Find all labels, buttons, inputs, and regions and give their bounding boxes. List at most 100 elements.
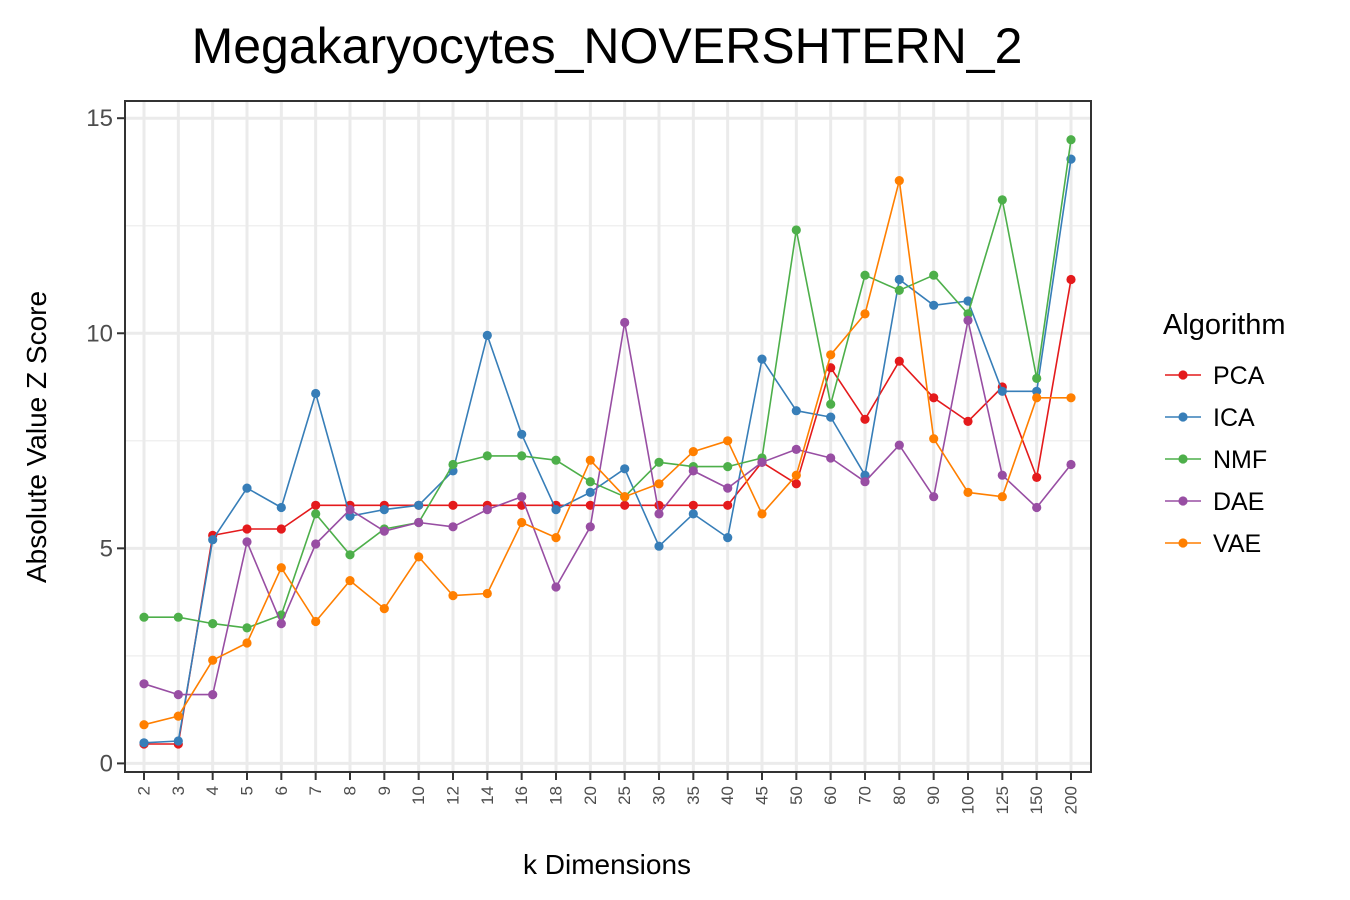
data-point-ica [929, 300, 939, 310]
data-point-dae [654, 509, 664, 519]
data-point-ica [551, 505, 561, 515]
data-point-ica [757, 354, 767, 364]
data-point-vae [517, 517, 527, 528]
data-point-ica [379, 505, 389, 515]
data-point-vae [1032, 393, 1042, 403]
data-point-dae [585, 522, 595, 532]
x-tick-label: 5 [238, 786, 257, 795]
data-point-dae [1066, 459, 1076, 470]
x-tick-label: 6 [272, 786, 291, 795]
data-point-ica [654, 541, 664, 551]
data-point-vae [345, 576, 355, 586]
data-point-vae [860, 309, 870, 319]
data-point-nmf [139, 612, 149, 622]
x-tick-label: 14 [478, 786, 497, 805]
data-point-vae [482, 588, 492, 599]
data-point-vae [826, 350, 836, 360]
x-tick-label: 25 [615, 786, 634, 805]
data-point-dae [208, 690, 218, 700]
legend-key-point [1178, 454, 1188, 464]
legend-title: Algorithm [1163, 309, 1286, 341]
data-point-vae [448, 591, 458, 601]
data-point-dae [894, 440, 904, 450]
data-point-dae [482, 505, 492, 515]
data-point-pca [963, 416, 973, 426]
data-point-vae [276, 563, 286, 573]
data-point-pca [1066, 274, 1076, 285]
legend-item-pca: PCA [1165, 362, 1265, 390]
data-point-dae [791, 444, 801, 454]
x-tick-label: 9 [375, 786, 394, 795]
data-point-dae [173, 690, 183, 700]
data-point-ica [345, 511, 355, 521]
data-point-dae [929, 492, 939, 502]
x-tick-label: 12 [444, 786, 463, 805]
x-tick-label: 2 [135, 786, 154, 795]
legend-item-nmf: NMF [1165, 446, 1267, 474]
data-point-ica [1032, 386, 1042, 396]
data-point-pca [276, 524, 286, 534]
data-point-nmf [551, 455, 561, 465]
data-point-nmf [345, 550, 355, 560]
series-layer [139, 135, 1076, 749]
data-point-vae [173, 711, 183, 721]
legend-items: PCA ICA NMF DAE VAE [1165, 362, 1267, 558]
legend-key-point [1178, 496, 1188, 506]
data-point-nmf [208, 619, 218, 629]
data-point-ica [585, 487, 595, 497]
data-point-vae [963, 487, 973, 497]
data-point-dae [688, 466, 698, 476]
data-point-pca [620, 500, 630, 510]
series-line-vae [143, 179, 1071, 726]
x-tick-label: 100 [959, 786, 978, 814]
data-point-dae [723, 483, 733, 493]
x-tick-label: 8 [341, 786, 360, 795]
data-point-vae [139, 720, 149, 730]
data-point-ica [311, 388, 321, 399]
data-point-vae [585, 455, 595, 465]
data-point-nmf [1032, 373, 1042, 383]
data-point-dae [448, 522, 458, 532]
series-line-pca [144, 279, 1072, 745]
data-point-dae [414, 517, 424, 528]
x-tick-label: 7 [306, 786, 325, 795]
data-point-ica [791, 406, 801, 416]
data-point-nmf [1066, 135, 1076, 145]
legend: Algorithm PCA ICA NMF DAE VAE [1163, 309, 1286, 558]
data-point-ica [963, 296, 973, 306]
x-tick-label: 30 [650, 786, 669, 805]
legend-label-ica: ICA [1213, 404, 1255, 432]
x-tick-label: 10 [409, 786, 428, 805]
series-ica [139, 154, 1076, 748]
data-point-dae [620, 317, 630, 328]
data-point-dae [860, 477, 870, 487]
y-tick-label: 15 [86, 105, 113, 132]
legend-item-vae: VAE [1165, 530, 1261, 558]
data-point-ica [242, 483, 252, 493]
legend-key-point [1178, 538, 1188, 548]
data-point-pca [929, 393, 939, 403]
x-tick-label: 60 [821, 786, 840, 805]
data-point-ica [860, 470, 870, 480]
legend-item-dae: DAE [1165, 488, 1264, 516]
data-point-nmf [963, 309, 973, 319]
series-nmf [139, 135, 1076, 633]
data-point-ica [276, 502, 286, 513]
x-tick-label: 3 [169, 786, 188, 795]
chart-title: Megakaryocytes_NOVERSHTERN_2 [192, 18, 1023, 74]
legend-item-ica: ICA [1165, 404, 1255, 432]
data-point-vae [929, 434, 939, 444]
data-point-nmf [894, 285, 904, 295]
legend-label-vae: VAE [1213, 530, 1261, 558]
data-point-dae [276, 619, 286, 629]
plot-frame [124, 100, 1092, 773]
legend-key-point [1178, 412, 1188, 422]
data-point-vae [620, 492, 630, 502]
data-point-ica [517, 429, 527, 439]
data-point-nmf [585, 477, 595, 487]
data-point-nmf [929, 270, 939, 280]
data-point-dae [139, 679, 149, 689]
series-line-nmf [144, 139, 1072, 629]
